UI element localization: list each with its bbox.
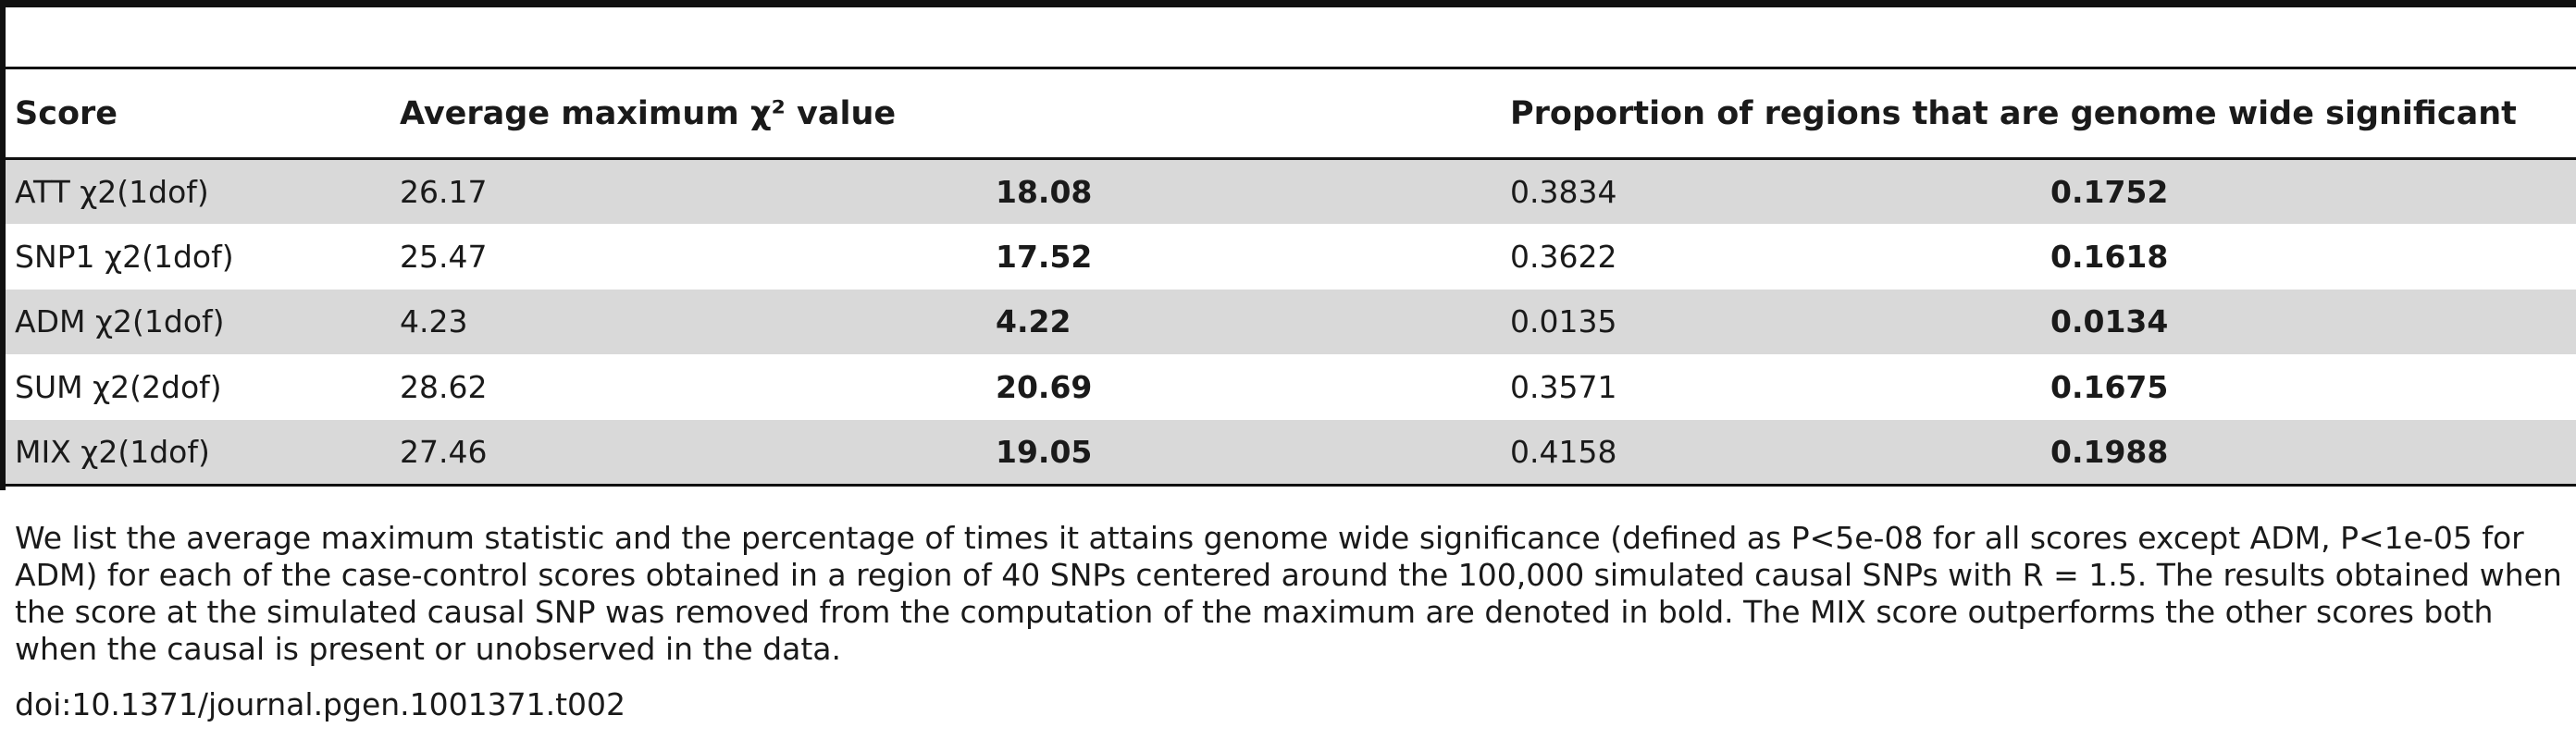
cell-avg-bold: 20.69 (996, 368, 1093, 405)
cell-avg-bold: 19.05 (996, 419, 1502, 487)
cell-avg-bold: 4.22 (996, 303, 1071, 340)
cell-avg-bold: 18.08 (996, 174, 1093, 210)
cell-avg: 25.47 (400, 238, 488, 275)
left-border-rule (0, 0, 6, 490)
cell-score: SUM χ2(2dof) (15, 368, 222, 405)
cell-prop-bold: 0.1988 (2041, 419, 2576, 487)
cell-score: ATT χ2(1dof) (15, 174, 209, 210)
cell-avg: 26.17 (400, 174, 488, 210)
cell-prop: 0.3622 (1510, 238, 1617, 275)
cell-prop: 0.3834 (1510, 174, 1617, 210)
table-row: ATT χ2(1dof) 26.17 18.08 0.3834 0.1752 (6, 158, 2576, 224)
table-footnote: We list the average maximum statistic an… (15, 520, 2562, 667)
cell-prop-bold: 0.1675 (2050, 368, 2169, 405)
cell-prop: 0.0135 (1510, 303, 1617, 340)
cell-avg: 28.62 (400, 368, 488, 405)
cell-score: ADM χ2(1dof) (15, 303, 225, 340)
top-border-rule (0, 0, 2576, 7)
cell-prop: 0.4158 (1501, 419, 2042, 487)
cell-avg: 4.23 (400, 303, 468, 340)
table-row: MIX χ2(1dof) 27.46 19.05 0.4158 0.1988 (6, 419, 2576, 487)
cell-prop-bold: 0.1618 (2050, 238, 2169, 275)
cell-prop-bold: 0.0134 (2050, 303, 2169, 340)
table-row: SNP1 χ2(1dof) 25.47 17.52 0.3622 0.1618 (6, 224, 2576, 290)
header-average-maximum: Average maximum χ² value (390, 67, 1502, 160)
table-header-row: Score Average maximum χ² value Proportio… (6, 67, 2576, 160)
table-row: ADM χ2(1dof) 4.23 4.22 0.0135 0.0134 (6, 289, 2576, 354)
header-score: Score (6, 67, 390, 160)
cell-score: SNP1 χ2(1dof) (15, 238, 234, 275)
cell-prop-bold: 0.1752 (2050, 174, 2169, 210)
cell-avg-bold: 17.52 (996, 238, 1093, 275)
cell-avg: 27.46 (390, 419, 996, 487)
cell-score: MIX χ2(1dof) (6, 419, 390, 487)
table-row: SUM χ2(2dof) 28.62 20.69 0.3571 0.1675 (6, 354, 2576, 420)
doi-link[interactable]: doi:10.1371/journal.pgen.1001371.t002 (15, 686, 626, 722)
header-proportion: Proportion of regions that are genome wi… (1501, 67, 2576, 160)
results-table: Score Average maximum χ² value Proportio… (6, 67, 2576, 487)
cell-prop: 0.3571 (1510, 368, 1617, 405)
